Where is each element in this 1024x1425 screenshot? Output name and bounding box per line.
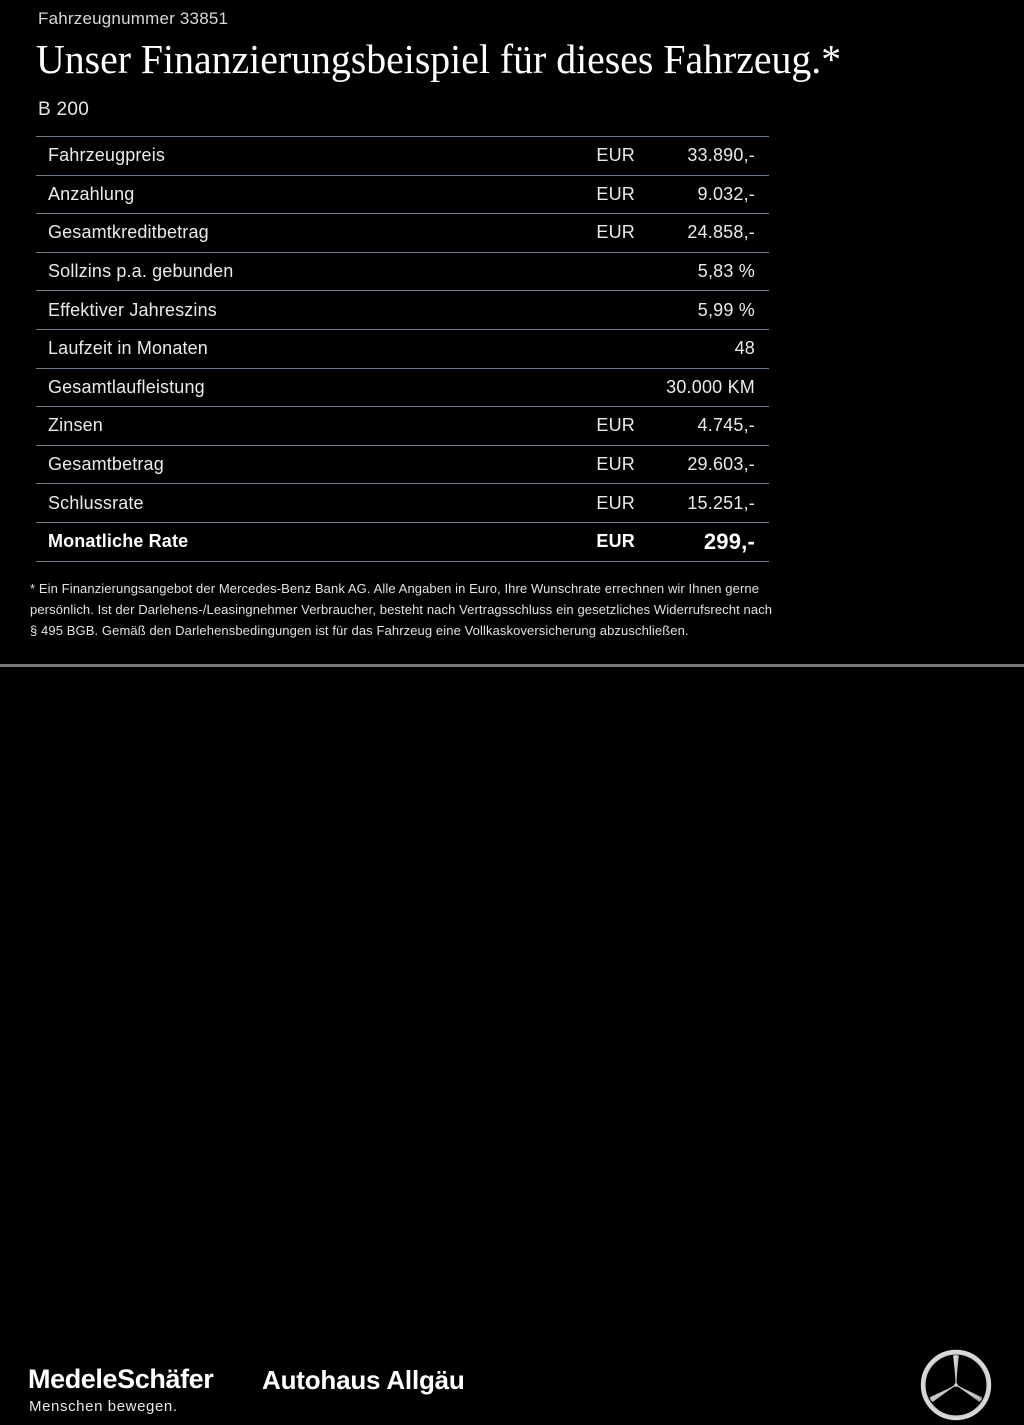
row-currency: EUR	[508, 406, 635, 446]
row-value: 24.858,-	[635, 213, 769, 253]
row-value: 299,-	[635, 521, 769, 562]
row-currency	[508, 328, 635, 369]
dealer-tagline: Menschen bewegen.	[29, 1398, 178, 1415]
footnote-line: § 495 BGB. Gemäß den Darlehensbedingunge…	[30, 623, 689, 638]
row-label: Anzahlung	[36, 174, 508, 214]
row-value: 30.000 KM	[635, 367, 769, 407]
table-row: Fahrzeugpreis EUR 33.890,-	[36, 136, 769, 176]
table-row: Schlussrate EUR 15.251,-	[36, 483, 769, 523]
table-row: Laufzeit in Monaten 48	[36, 328, 769, 369]
row-label: Sollzins p.a. gebunden	[36, 251, 508, 291]
finance-offer-page: Fahrzeugnummer 33851 Unser Finanzierungs…	[0, 9, 1024, 1421]
row-value: 33.890,-	[635, 136, 769, 176]
row-value: 15.251,-	[635, 483, 769, 523]
vehicle-model: B 200	[38, 99, 90, 120]
table-row: Gesamtlaufleistung 30.000 KM	[36, 367, 769, 407]
row-currency	[508, 251, 635, 291]
row-label: Fahrzeugpreis	[36, 136, 508, 176]
dealer-logo-autohaus-allgaeu: Autohaus Allgäu	[262, 1365, 465, 1395]
row-currency	[508, 290, 635, 330]
row-currency	[508, 367, 635, 407]
table-row: Sollzins p.a. gebunden 5,83 %	[36, 251, 769, 291]
table-row: Anzahlung EUR 9.032,-	[36, 174, 769, 214]
mercedes-benz-star-icon	[920, 1349, 992, 1421]
row-value: 4.745,-	[635, 406, 769, 446]
table-row-monthly-rate: Monatliche Rate EUR 299,-	[36, 521, 769, 562]
row-value: 48	[635, 328, 769, 369]
row-currency: EUR	[508, 483, 635, 523]
row-label: Gesamtbetrag	[36, 444, 508, 484]
row-value: 5,83 %	[635, 251, 769, 291]
table-row: Gesamtbetrag EUR 29.603,-	[36, 444, 769, 484]
vehicle-number: Fahrzeugnummer 33851	[38, 9, 229, 28]
row-label: Monatliche Rate	[36, 521, 508, 562]
row-currency: EUR	[508, 136, 635, 176]
table-row: Zinsen EUR 4.745,-	[36, 406, 769, 446]
footnote-line: * Ein Finanzierungsangebot der Mercedes-…	[30, 581, 760, 596]
table-row: Effektiver Jahreszins 5,99 %	[36, 290, 769, 330]
financing-table: Fahrzeugpreis EUR 33.890,- Anzahlung EUR…	[36, 136, 769, 562]
row-value: 5,99 %	[635, 290, 769, 330]
financing-table-body: Fahrzeugpreis EUR 33.890,- Anzahlung EUR…	[36, 136, 769, 562]
row-label: Gesamtlaufleistung	[36, 367, 508, 407]
footer: MedeleSchäfer Menschen bewegen. Autohaus…	[0, 667, 1024, 1421]
row-currency: EUR	[508, 444, 635, 484]
table-row: Gesamtkreditbetrag EUR 24.858,-	[36, 213, 769, 253]
row-currency: EUR	[508, 521, 635, 562]
row-label: Gesamtkreditbetrag	[36, 213, 508, 253]
row-label: Laufzeit in Monaten	[36, 328, 508, 369]
row-label: Schlussrate	[36, 483, 508, 523]
page-title: Unser Finanzierungsbeispiel für dieses F…	[36, 36, 842, 82]
row-currency: EUR	[508, 174, 635, 214]
footnote-line: persönlich. Ist der Darlehens-/Leasingne…	[30, 602, 773, 617]
legal-footnote: * Ein Finanzierungsangebot der Mercedes-…	[30, 578, 890, 641]
dealer-logo-medeleschaefer: MedeleSchäfer	[28, 1364, 214, 1394]
row-currency: EUR	[508, 213, 635, 253]
row-label: Zinsen	[36, 406, 508, 446]
footer-divider	[0, 664, 1024, 667]
row-label: Effektiver Jahreszins	[36, 290, 508, 330]
row-value: 29.603,-	[635, 444, 769, 484]
row-value: 9.032,-	[635, 174, 769, 214]
